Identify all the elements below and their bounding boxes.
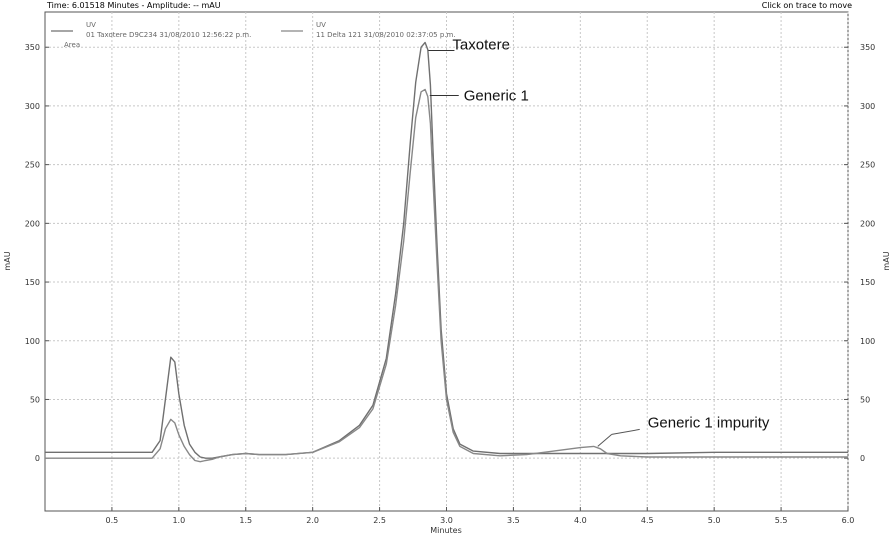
x-tick-label: 6.0 [842, 516, 855, 525]
x-tick-label: 4.5 [641, 516, 654, 525]
y-tick-label-left: 250 [25, 161, 40, 170]
y-tick-label-left: 300 [25, 102, 40, 111]
y-tick-label-left: 0 [35, 454, 40, 463]
axis-ticks: 0 0 50 50 100 100 150 150 200 200 250 250 300 300 350 3… [25, 43, 876, 525]
x-tick-label: 2.0 [306, 516, 319, 525]
legend-title-1: UV [86, 21, 96, 29]
y-tick-label-left: 200 [25, 219, 40, 228]
legend: UV 01 Taxotere D9C234 31/08/2010 12:56:22… [51, 21, 456, 49]
annotation-leader-3 [597, 434, 613, 447]
y-tick-label-right: 350 [860, 43, 875, 52]
y-tick-label-right: 200 [860, 219, 875, 228]
y-axis-label-right: mAU [882, 251, 891, 270]
y-tick-label-left: 50 [30, 395, 40, 404]
x-tick-label: 1.5 [239, 516, 252, 525]
x-tick-label: 2.5 [373, 516, 386, 525]
x-tick-label: 5.0 [708, 516, 721, 525]
annotation-label-2: Generic 1 [464, 87, 529, 104]
series-layer[interactable] [45, 41, 848, 463]
y-tick-label-right: 150 [860, 278, 875, 287]
x-axis-label: Minutes [430, 526, 462, 535]
y-tick-label-left: 100 [25, 337, 40, 346]
series-line-2[interactable] [45, 88, 848, 463]
grid [45, 12, 849, 511]
y-tick-label-right: 50 [860, 395, 870, 404]
legend-area-label: Area [64, 41, 80, 49]
y-tick-label-right: 0 [860, 454, 865, 463]
x-tick-label: 1.0 [172, 516, 185, 525]
annotation-leader-3-b [611, 428, 640, 435]
series-line-1[interactable] [45, 41, 848, 459]
status-bar: Time: 6.01518 Minutes - Amplitude: -- mA… [0, 0, 896, 14]
legend-entry-1: 01 Taxotere D9C234 31/08/2010 12:56:22 p… [86, 31, 251, 39]
legend-title-2: UV [316, 21, 326, 29]
x-tick-label: 0.5 [106, 516, 119, 525]
annotation-label-1: Taxotere [452, 37, 510, 54]
x-tick-label: 4.0 [574, 516, 587, 525]
hint-text: Click on trace to move [761, 1, 852, 10]
legend-entry-2: 11 Delta 121 31/08/2010 02:37:05 p.m. [316, 31, 456, 39]
x-tick-label: 3.0 [440, 516, 453, 525]
y-tick-label-left: 150 [25, 278, 40, 287]
y-tick-label-left: 350 [25, 43, 40, 52]
y-tick-label-right: 300 [860, 102, 875, 111]
status-text: Time: 6.01518 Minutes - Amplitude: -- mA… [47, 1, 221, 10]
y-axis-label-left: mAU [3, 251, 12, 270]
x-tick-label: 3.5 [507, 516, 520, 525]
y-tick-label-right: 100 [860, 337, 875, 346]
annotations: Taxotere Generic 1 Generic 1 impurity [428, 37, 770, 447]
y-tick-label-right: 250 [860, 161, 875, 170]
x-tick-label: 5.5 [775, 516, 788, 525]
annotation-label-3: Generic 1 impurity [648, 414, 770, 431]
